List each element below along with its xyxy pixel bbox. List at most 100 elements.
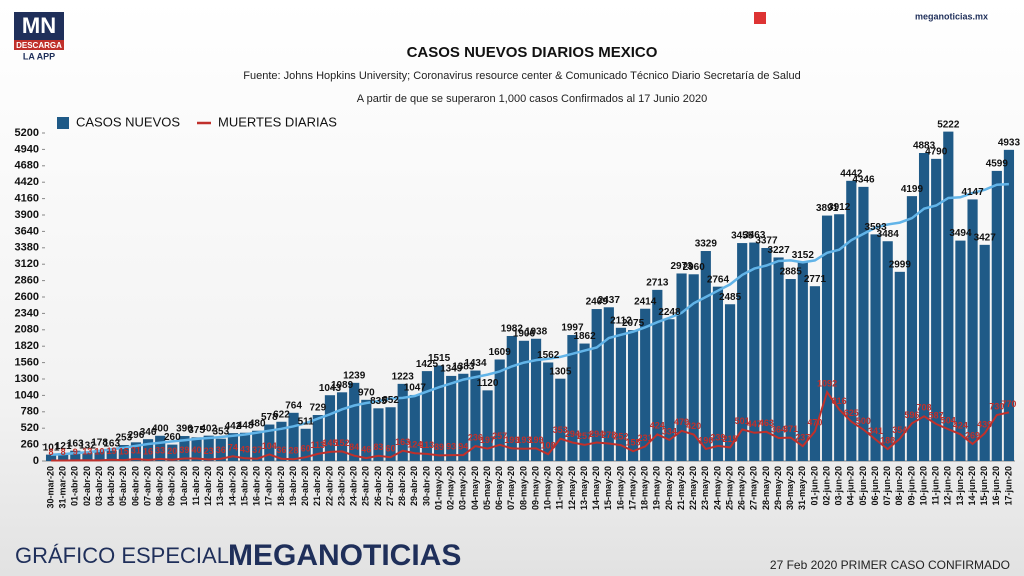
footer-left: GRÁFICO ESPECIAL (15, 543, 229, 568)
data-label: 442 (225, 421, 242, 432)
data-label: 31 (131, 445, 141, 455)
data-label: 74 (228, 443, 238, 453)
data-label: 37 (252, 445, 262, 455)
x-tick-label: 03-abr-20 (94, 466, 104, 506)
data-label: 188 (880, 436, 895, 446)
footer-right: 27 Feb 2020 PRIMER CASO CONFIRMADO (770, 558, 1010, 572)
data-label: 197 (480, 435, 495, 445)
y-tick-label: 1300 (15, 373, 39, 385)
x-tick-label: 03-may-20 (458, 466, 468, 510)
bar (700, 251, 711, 461)
bar (142, 439, 154, 461)
bar (858, 186, 869, 462)
x-tick-label: 25-abr-20 (361, 466, 371, 506)
bar (470, 370, 481, 461)
data-label: 402 (200, 423, 217, 434)
bar (894, 271, 905, 461)
bar (106, 450, 117, 461)
x-tick-label: 04-abr-20 (106, 466, 116, 506)
data-label: 770 (1001, 399, 1016, 409)
x-tick-label: 14-abr-20 (227, 466, 237, 506)
x-tick-label: 08-jun-20 (894, 466, 904, 506)
data-label: 2973 (670, 261, 693, 272)
data-label: 239 (710, 432, 725, 442)
bar (712, 286, 724, 461)
data-label: 729 (309, 403, 326, 414)
x-tick-label: 05-abr-20 (118, 466, 128, 506)
x-tick-label: 20-abr-20 (300, 466, 310, 506)
bar (579, 343, 590, 461)
x-tick-label: 01-abr-20 (70, 466, 80, 506)
data-label: 3593 (864, 222, 887, 233)
bar (312, 415, 323, 461)
data-label: 33 (155, 445, 165, 455)
data-label: 1305 (549, 366, 572, 377)
data-label: 1862 (573, 331, 596, 342)
data-label: 89 (434, 442, 444, 452)
x-tick-label: 22-may-20 (688, 466, 698, 510)
data-label: 730 (989, 401, 1004, 411)
x-tick-label: 12-abr-20 (203, 466, 213, 506)
x-tick-label: 21-abr-20 (312, 466, 322, 506)
data-label: 2764 (707, 274, 730, 285)
data-label: 40 (192, 445, 202, 455)
data-label: 163 (395, 437, 410, 447)
data-label: 215 (723, 434, 738, 444)
x-tick-label: 27-may-20 (749, 466, 759, 510)
trend-line (51, 182, 1009, 456)
bar (688, 274, 699, 461)
data-label: 2248 (658, 307, 681, 318)
x-tick-label: 09-abr-20 (167, 466, 177, 506)
data-label: 36 (276, 445, 286, 455)
y-tick-label: 4420 (15, 176, 39, 188)
bar (846, 180, 857, 461)
x-tick-label: 16-may-20 (615, 466, 625, 510)
bar (882, 241, 893, 461)
data-label: 852 (382, 395, 399, 406)
x-tick-label: 02-may-20 (446, 466, 456, 510)
data-label: 3377 (755, 236, 778, 247)
bar (373, 408, 384, 461)
data-label: 424 (650, 421, 665, 431)
icon (754, 12, 766, 24)
data-label: 178 (91, 437, 108, 448)
data-label: 1938 (525, 326, 548, 337)
bar (167, 444, 178, 461)
data-label: 1047 (404, 383, 427, 394)
data-label: 1092 (817, 378, 837, 388)
y-tick-label: 3120 (15, 258, 39, 270)
x-tick-label: 11-jun-20 (931, 466, 941, 505)
x-tick-label: 30-mar-20 (45, 466, 55, 509)
data-label: 354 (892, 425, 907, 435)
bar (543, 362, 554, 461)
y-tick-label: 3900 (15, 209, 39, 221)
x-tick-label: 27-abr-20 (385, 466, 395, 506)
y-tick-label: 2080 (15, 324, 39, 336)
x-tick-label: 18-abr-20 (276, 466, 286, 506)
legend-label: MUERTES DIARIAS (218, 114, 337, 129)
bar (94, 449, 105, 461)
data-label: 39 (179, 445, 189, 455)
bar (640, 308, 651, 461)
data-label: 504 (941, 416, 956, 426)
data-label: 1239 (343, 370, 366, 381)
y-tick-label: 1820 (15, 340, 39, 352)
x-tick-label: 06-may-20 (494, 466, 504, 510)
data-label: 145 (322, 438, 337, 448)
data-label: 104 (262, 441, 277, 451)
x-tick-label: 24-abr-20 (349, 466, 359, 506)
bar (676, 273, 687, 461)
bar (300, 428, 311, 461)
data-label: 364 (771, 424, 786, 434)
data-label: 23 (204, 446, 214, 456)
y-tick-label: 1560 (15, 357, 39, 369)
bar (834, 214, 845, 461)
data-label: 420 (686, 421, 701, 431)
bar (627, 330, 639, 461)
data-label: 447 (747, 419, 762, 429)
x-tick-label: 26-abr-20 (373, 466, 383, 506)
data-label: 132 (79, 440, 96, 451)
bar (58, 453, 69, 461)
data-label: 19 (107, 446, 117, 456)
